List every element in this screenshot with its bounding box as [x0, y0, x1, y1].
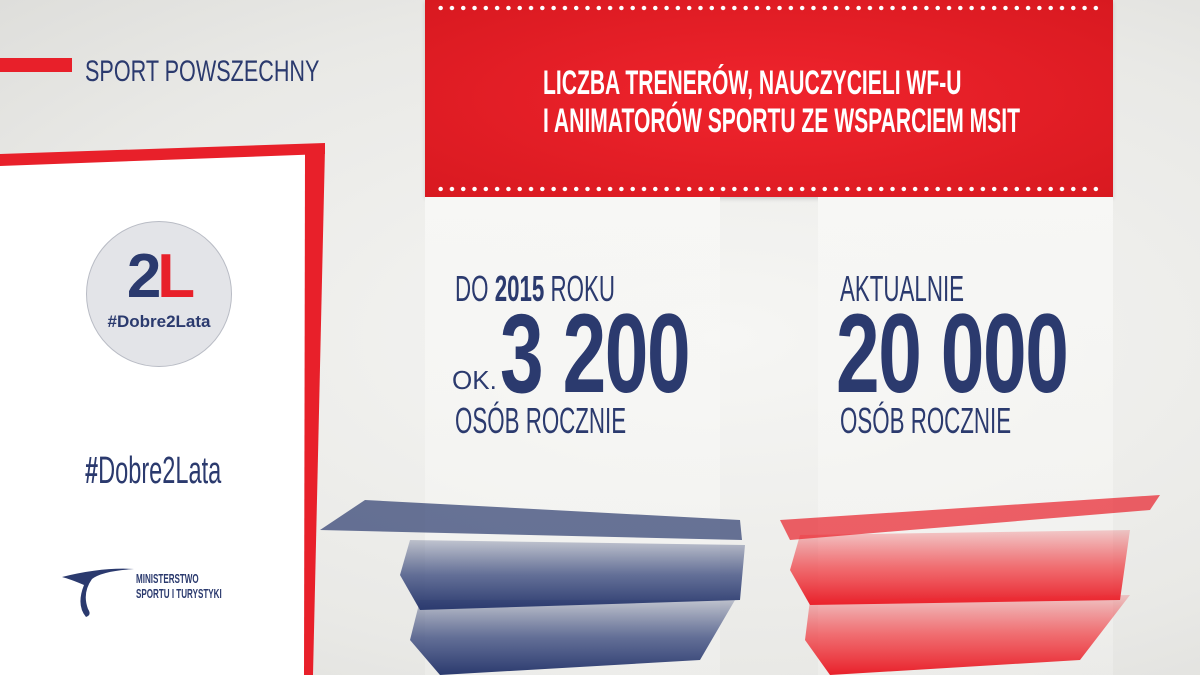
right-stat-label: AKTUALNIE	[840, 268, 965, 309]
ministry-line2: SPORTU I TURYSTYKI	[136, 586, 222, 601]
ministry-line1: MINISTERSTWO	[136, 571, 199, 586]
header-banner: LICZBA TRENERÓW, NAUCZYCIELI WF-U I ANIM…	[425, 0, 1113, 197]
dotted-border-top	[435, 5, 1103, 11]
ministry-logo: MINISTERSTWO SPORTU I TURYSTYKI	[62, 565, 222, 622]
left-stat-label: DO 2015 ROKU	[455, 268, 616, 309]
left-stat-value: 3 200	[500, 291, 691, 416]
accent-bar	[0, 58, 72, 72]
right-stat-unit: OSÓB ROCZNIE	[840, 400, 1012, 441]
section-title: SPORT POWSZECHNY	[85, 55, 320, 88]
header-title: LICZBA TRENERÓW, NAUCZYCIELI WF-U I ANIM…	[543, 64, 1020, 140]
hashtag-text: Dobre2Lata	[98, 450, 222, 492]
red-brush-stroke	[780, 495, 1160, 675]
right-stat-value: 20 000	[836, 291, 1069, 416]
ministry-swoosh-icon	[62, 568, 134, 617]
dotted-border-bottom	[435, 186, 1103, 192]
header-line2: I ANIMATORÓW SPORTU ZE WSPARCIEM MSIT	[543, 102, 1021, 140]
left-stat-unit: OSÓB ROCZNIE	[455, 400, 627, 441]
hash-symbol: #	[85, 450, 99, 492]
badge-2: 2	[126, 242, 162, 311]
badge-tag: #Dobre2Lata	[107, 312, 211, 331]
left-stat-year: 2015	[494, 268, 545, 309]
blue-brush-stroke	[320, 500, 745, 675]
dobre2lata-badge: 2L #Dobre2Lata	[86, 221, 232, 367]
badge-l: L	[157, 242, 195, 311]
left-panel	[0, 143, 325, 675]
left-stat-prefix: OK.	[452, 365, 497, 395]
hashtag: #Dobre2Lata	[85, 450, 221, 493]
header-line1: LICZBA TRENERÓW, NAUCZYCIELI WF-U	[543, 64, 962, 102]
